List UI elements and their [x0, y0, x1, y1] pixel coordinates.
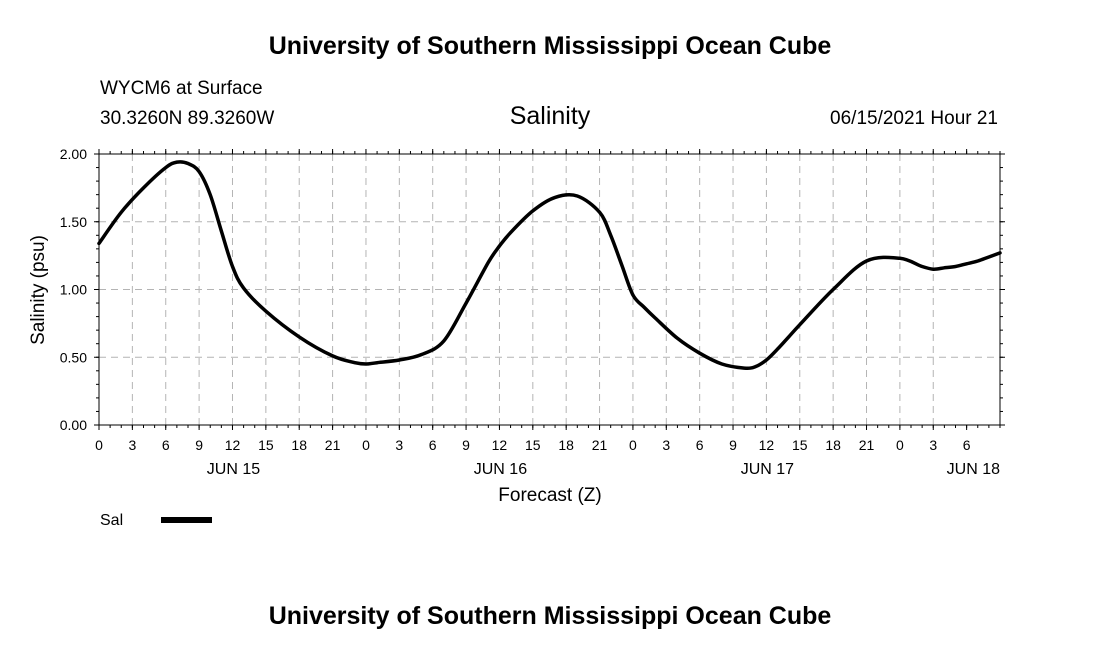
y-tick-label: 2.00: [60, 146, 87, 162]
legend-swatch: [161, 517, 212, 523]
day-label: JUN 18: [947, 461, 1000, 478]
y-tick-label: 0.00: [60, 417, 87, 433]
x-tick-label: 18: [825, 437, 841, 453]
x-tick-label: 6: [429, 437, 437, 453]
x-tick-label: 21: [859, 437, 875, 453]
day-label: JUN 16: [474, 461, 527, 478]
x-axis-label: Forecast (Z): [498, 485, 601, 506]
x-tick-label: 6: [696, 437, 704, 453]
x-tick-label: 9: [729, 437, 737, 453]
day-labels: JUN 15 JUN 16 JUN 17 JUN 18: [207, 461, 1000, 478]
x-tick-label: 3: [662, 437, 670, 453]
x-tick-label: 15: [792, 437, 808, 453]
x-tick-labels: 0 3 6 9 12 15 18 21 0 3 6 9 12 15 18 21 0 3 6 9 12 15 18 21 0 3 6: [95, 437, 971, 453]
x-tick-label: 9: [195, 437, 203, 453]
x-tick-label: 12: [492, 437, 508, 453]
page-title: University of Southern Mississippi Ocean…: [269, 32, 832, 60]
forecast-datetime: 06/15/2021 Hour 21: [830, 108, 998, 129]
x-tick-label: 6: [162, 437, 170, 453]
y-tick-labels: 0.00 0.50 1.00 1.50 2.00: [60, 146, 87, 433]
x-tick-label: 18: [291, 437, 307, 453]
axis-ticks: [94, 149, 1005, 430]
chart-title: Salinity: [510, 102, 591, 130]
x-tick-label: 12: [759, 437, 775, 453]
grid-lines: [99, 154, 1000, 425]
x-tick-label: 0: [95, 437, 103, 453]
x-tick-label: 21: [592, 437, 608, 453]
y-tick-label: 1.00: [60, 282, 87, 298]
station-label: WYCM6 at Surface: [100, 78, 263, 99]
x-tick-label: 15: [258, 437, 274, 453]
salinity-series-line: [97, 160, 1002, 370]
x-tick-label: 3: [395, 437, 403, 453]
day-label: JUN 17: [741, 461, 794, 478]
x-tick-label: 18: [558, 437, 574, 453]
x-tick-label: 3: [128, 437, 136, 453]
legend-label: Sal: [100, 512, 123, 529]
y-tick-label: 1.50: [60, 214, 87, 230]
x-tick-label: 15: [525, 437, 541, 453]
x-tick-label: 3: [929, 437, 937, 453]
x-tick-label: 12: [225, 437, 241, 453]
station-coords: 30.3260N 89.3260W: [100, 108, 274, 129]
footer-title: University of Southern Mississippi Ocean…: [269, 602, 832, 630]
x-tick-label: 21: [325, 437, 341, 453]
x-tick-label: 0: [896, 437, 904, 453]
y-tick-label: 0.50: [60, 349, 87, 365]
x-tick-label: 9: [462, 437, 470, 453]
y-axis-label: Salinity (psu): [28, 235, 49, 345]
x-tick-label: 6: [963, 437, 971, 453]
x-tick-label: 0: [629, 437, 637, 453]
day-label: JUN 15: [207, 461, 260, 478]
x-tick-label: 0: [362, 437, 370, 453]
